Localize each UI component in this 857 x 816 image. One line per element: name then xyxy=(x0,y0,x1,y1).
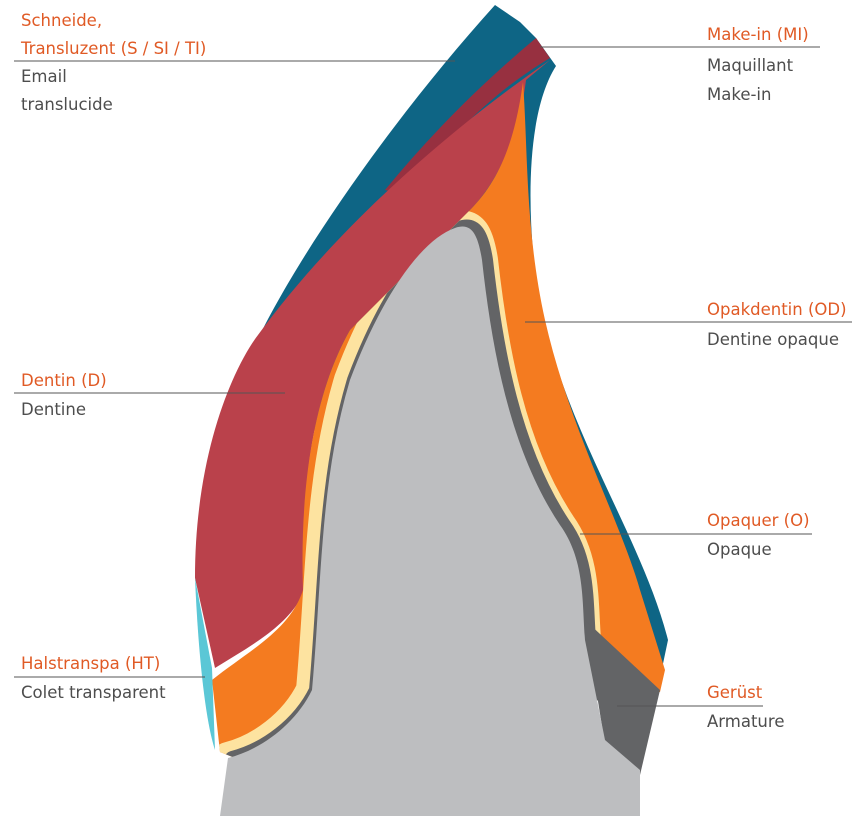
tooth-diagram: Schneide, Transluzent (S / SI / TI) Emai… xyxy=(0,0,857,816)
label-subtitle: Opaque xyxy=(707,540,772,559)
label-title: Gerüst xyxy=(707,683,763,702)
label-title: Opakdentin (OD) xyxy=(707,300,847,319)
label-subtitle: Armature xyxy=(707,712,784,731)
label-subtitle: Make-in xyxy=(707,85,771,104)
label-title: Halstranspa (HT) xyxy=(21,654,160,673)
label-subtitle: Maquillant xyxy=(707,56,794,75)
label-subtitle: Email xyxy=(21,67,67,86)
label-subtitle: Dentine opaque xyxy=(707,330,839,349)
label-subtitle: Dentine xyxy=(21,400,86,419)
label-title: Dentin (D) xyxy=(21,371,107,390)
page: {"labels": [ {"title": ["Schneide,", "Tr… xyxy=(0,0,857,816)
label-title: Make-in (MI) xyxy=(707,25,809,44)
label-subtitle: Colet transparent xyxy=(21,683,166,702)
label-title: Transluzent (S / SI / TI) xyxy=(20,39,206,58)
label-title: Schneide, xyxy=(21,11,102,30)
label-subtitle: translucide xyxy=(21,95,113,114)
label-title: Opaquer (O) xyxy=(707,511,810,530)
